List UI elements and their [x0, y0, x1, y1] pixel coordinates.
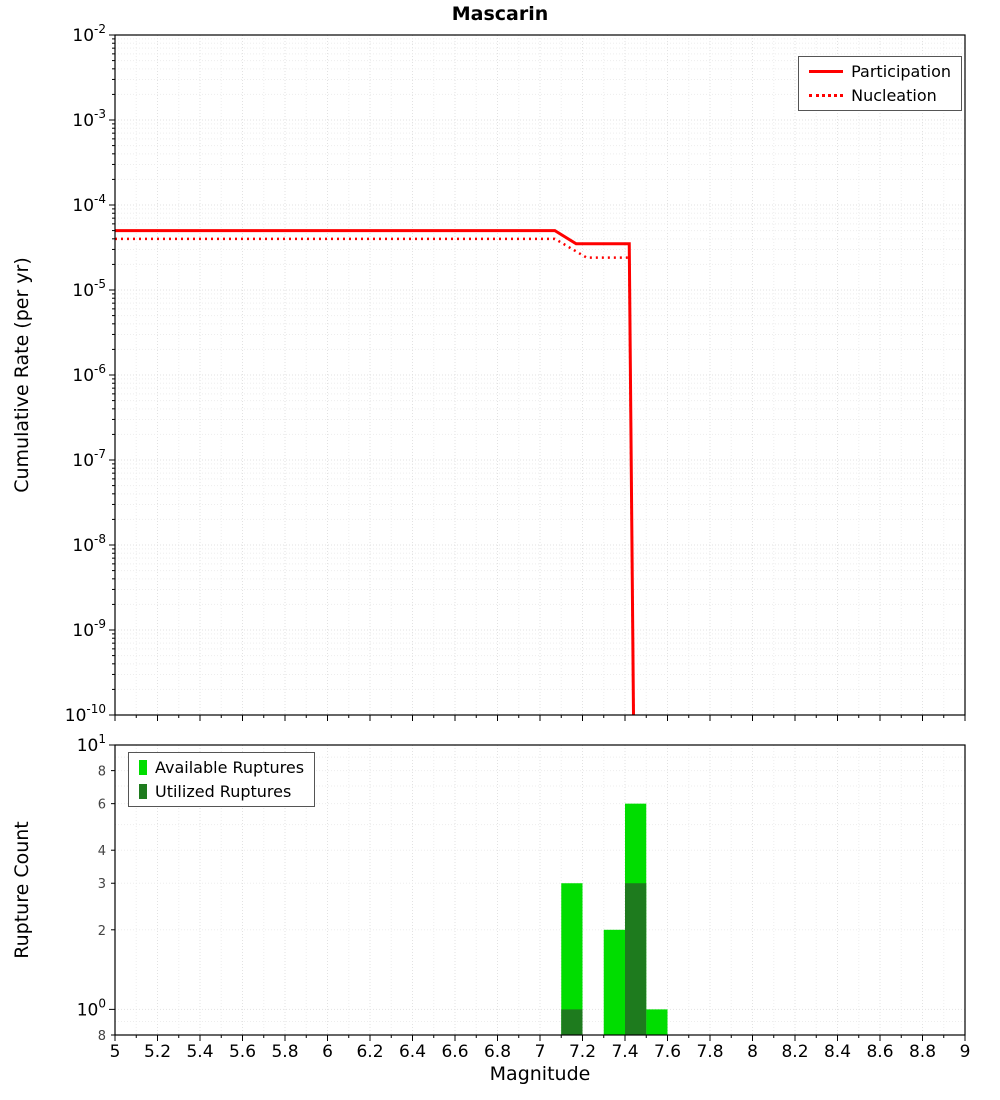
- bar-series: [561, 803, 668, 1035]
- svg-text:6.8: 6.8: [484, 1042, 511, 1062]
- svg-text:6: 6: [322, 1042, 333, 1062]
- svg-text:10-4: 10-4: [72, 192, 106, 216]
- utilized-ruptures-legend-label: Utilized Ruptures: [155, 782, 292, 801]
- bar: [561, 1009, 583, 1035]
- bar: [561, 883, 583, 1035]
- svg-text:6.6: 6.6: [441, 1042, 468, 1062]
- svg-text:7.2: 7.2: [569, 1042, 596, 1062]
- rupture-count-plot: 5 5.2 5.4 5.6 5.8 6 6.2 6.4 6.6 6.8 7 7.2 7.4 7.6 7.8 8…: [77, 732, 971, 1062]
- svg-text:101: 101: [77, 732, 106, 756]
- svg-text:5.4: 5.4: [186, 1042, 213, 1062]
- plot-border: [114, 744, 966, 1036]
- svg-text:4: 4: [98, 844, 106, 859]
- magnitude-axis-title: Magnitude: [489, 1063, 591, 1085]
- svg-text:100: 100: [77, 996, 106, 1020]
- svg-text:10-6: 10-6: [72, 362, 106, 386]
- svg-text:8.4: 8.4: [824, 1042, 851, 1062]
- svg-text:6.4: 6.4: [399, 1042, 426, 1062]
- ticks: 10-10 10-9 10-8 10-7 10-6 10-5 10-4 10-3 10-2: [65, 22, 966, 726]
- svg-text:10-3: 10-3: [72, 107, 106, 131]
- svg-text:7: 7: [535, 1042, 546, 1062]
- plot-border: [114, 34, 966, 716]
- available-ruptures-legend-label: Available Ruptures: [155, 758, 305, 777]
- svg-text:9: 9: [960, 1042, 971, 1062]
- legend-item-nucleation: Nucleation: [809, 86, 951, 105]
- svg-text:5: 5: [110, 1042, 121, 1062]
- svg-text:10-2: 10-2: [72, 22, 106, 46]
- series-line: [115, 229, 635, 716]
- svg-text:8.8: 8.8: [909, 1042, 936, 1062]
- svg-text:2: 2: [98, 924, 106, 939]
- rupture-legend: Available Ruptures Utilized Ruptures: [128, 752, 316, 807]
- svg-text:8.2: 8.2: [781, 1042, 808, 1062]
- line-series-group: [115, 229, 635, 716]
- svg-text:5.8: 5.8: [271, 1042, 298, 1062]
- legend-item-utilized-ruptures: Utilized Ruptures: [139, 782, 304, 801]
- participation-legend-label: Participation: [851, 62, 951, 81]
- ticks: 5 5.2 5.4 5.6 5.8 6 6.2 6.4 6.6 6.8 7 7.2 7.4 7.6 7.8 8…: [77, 732, 971, 1062]
- available-ruptures-swatch: [139, 760, 147, 775]
- grid: [115, 35, 965, 715]
- svg-text:8: 8: [98, 1029, 106, 1044]
- svg-text:10-7: 10-7: [72, 447, 106, 471]
- rate-legend: Participation Nucleation: [798, 56, 962, 111]
- svg-text:7.6: 7.6: [654, 1042, 681, 1062]
- nucleation-line-swatch: [809, 94, 844, 97]
- series-line: [115, 237, 635, 716]
- svg-text:7.8: 7.8: [696, 1042, 723, 1062]
- legend-item-participation: Participation: [809, 62, 951, 81]
- svg-text:8: 8: [98, 765, 106, 780]
- chart-title: Mascarin: [451, 3, 549, 25]
- svg-text:5.6: 5.6: [229, 1042, 256, 1062]
- svg-text:10-5: 10-5: [72, 277, 106, 301]
- svg-text:6: 6: [98, 798, 106, 813]
- svg-text:5.2: 5.2: [144, 1042, 171, 1062]
- svg-text:6.2: 6.2: [356, 1042, 383, 1062]
- cumulative-rate-plot: 10-10 10-9 10-8 10-7 10-6 10-5 10-4 10-3 10-2: [65, 22, 966, 726]
- utilized-ruptures-swatch: [139, 784, 147, 799]
- svg-text:8: 8: [747, 1042, 758, 1062]
- legend-item-available-ruptures: Available Ruptures: [139, 758, 304, 777]
- svg-text:10-10: 10-10: [65, 702, 106, 726]
- bar: [646, 1009, 668, 1035]
- svg-text:3: 3: [98, 877, 106, 892]
- bar: [603, 929, 625, 1035]
- bar: [625, 883, 647, 1035]
- participation-line-swatch: [809, 70, 844, 73]
- svg-text:10-8: 10-8: [72, 532, 106, 556]
- svg-text:7.4: 7.4: [611, 1042, 638, 1062]
- bar-series: [561, 883, 647, 1035]
- nucleation-legend-label: Nucleation: [851, 86, 937, 105]
- svg-text:10-9: 10-9: [72, 617, 106, 641]
- svg-text:8.6: 8.6: [866, 1042, 893, 1062]
